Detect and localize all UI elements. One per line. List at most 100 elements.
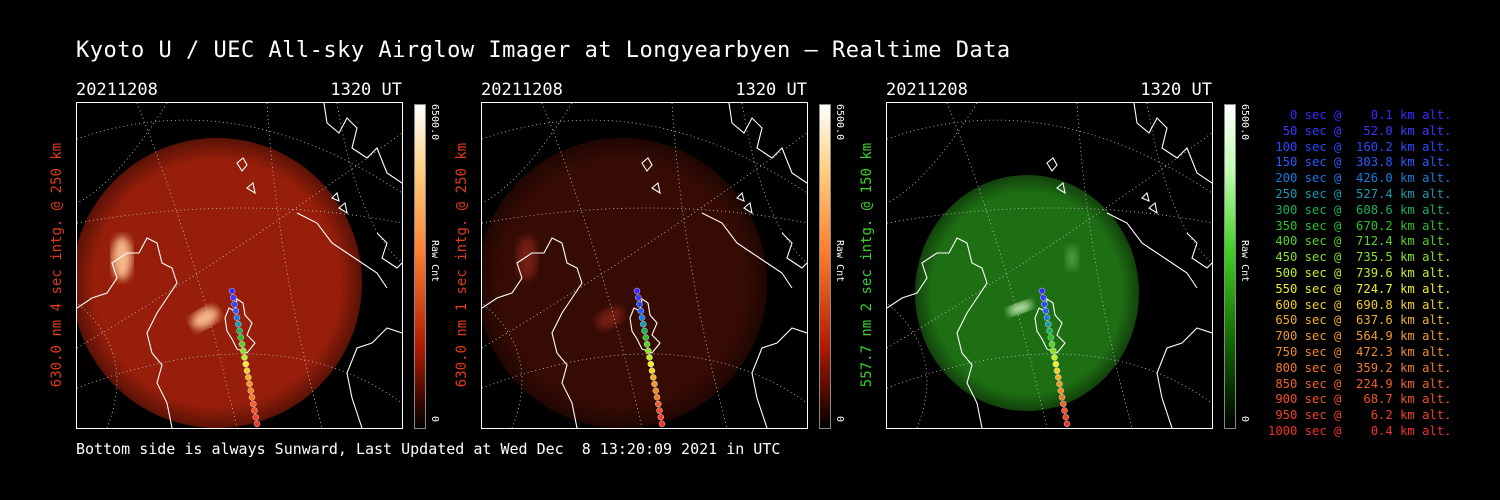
trajectory-point (650, 374, 657, 381)
lat-lon-grid (336, 103, 402, 264)
sky-field (77, 138, 362, 428)
trajectory-point (1038, 287, 1046, 295)
colorbar-min: 0 (834, 416, 845, 423)
trajectory-point (252, 414, 260, 421)
legend-entry: 250 sec @ 527.4 km alt. (1268, 186, 1452, 201)
lat-lon-grid (741, 103, 807, 264)
coastline (1046, 157, 1058, 172)
trajectory-point (240, 347, 247, 355)
sky-field (915, 175, 1139, 411)
coastline (1056, 181, 1066, 195)
panel-date: 20211208 (481, 80, 563, 100)
legend-entry: 700 sec @ 564.9 km alt. (1268, 329, 1452, 344)
trajectory-point (1048, 340, 1056, 348)
trajectory-point (253, 420, 261, 428)
trajectory-point (638, 314, 646, 321)
trajectory-point (645, 347, 652, 355)
aurora-blob (596, 307, 624, 329)
trajectory-point (647, 360, 655, 368)
allsky-image (76, 102, 403, 429)
aurora-blob (191, 307, 219, 329)
legend-entry: 350 sec @ 670.2 km alt. (1268, 218, 1452, 233)
lat-lon-grid (887, 103, 978, 204)
trajectory-point (1050, 347, 1057, 355)
trajectory-point (1046, 327, 1053, 335)
colorbar-max: 6500.0 (429, 104, 440, 141)
trajectory-point (242, 360, 250, 368)
legend-entry: 950 sec @ 6.2 km alt. (1268, 408, 1452, 423)
legend-entry: 550 sec @ 724.7 km alt. (1268, 281, 1452, 296)
legend-entry: 200 sec @ 426.0 km alt. (1268, 171, 1452, 186)
coastline (482, 237, 583, 428)
legend-entry: 100 sec @ 160.2 km alt. (1268, 139, 1452, 154)
colorbar (414, 104, 426, 429)
trajectory-point (247, 387, 255, 394)
panel-ylabel: 630.0 nm 1 sec intg. @ 250 km (454, 142, 470, 388)
coastline (236, 157, 248, 172)
trajectory-point (235, 320, 242, 328)
allsky-map (482, 103, 807, 428)
trajectory-point (1052, 360, 1060, 368)
colorbar-max: 6500.0 (1239, 104, 1250, 141)
coastline (1186, 232, 1212, 269)
panel-time: 1320 UT (735, 80, 807, 100)
trajectory-point (1053, 367, 1061, 374)
lat-lon-grid (77, 103, 168, 204)
trajectory-point (648, 367, 656, 374)
colorbar-unit: Raw Cnt (834, 240, 845, 283)
trajectory-point (1061, 407, 1068, 414)
trajectory-point (1047, 334, 1055, 341)
trajectory-point (228, 287, 236, 295)
colorbar-unit: Raw Cnt (429, 240, 440, 283)
legend-entry: 850 sec @ 224.9 km alt. (1268, 376, 1452, 391)
panel-date: 20211208 (76, 80, 158, 100)
trajectory-point (238, 340, 246, 348)
trajectory-point (230, 294, 237, 301)
legend-entry: 500 sec @ 739.6 km alt. (1268, 265, 1452, 280)
colorbar-max: 6500.0 (834, 104, 845, 141)
trajectory-point (231, 301, 238, 308)
panel-time: 1320 UT (1140, 80, 1212, 100)
trajectory-point (1041, 301, 1048, 308)
legend-entry: 400 sec @ 712.4 km alt. (1268, 234, 1452, 249)
aurora-blob (112, 236, 132, 280)
legend-entry: 450 sec @ 735.5 km alt. (1268, 250, 1452, 265)
trajectory-point (1056, 380, 1063, 388)
trajectory-point (652, 387, 660, 394)
legend-entry: 150 sec @ 303.8 km alt. (1268, 155, 1452, 170)
trajectory-legend: 0 sec @ 0.1 km alt. 50 sec @ 52.0 km alt… (1268, 108, 1452, 440)
coastline (376, 232, 402, 269)
lat-lon-grid (482, 132, 807, 349)
allsky-map (887, 103, 1212, 428)
allsky-image (886, 102, 1213, 429)
trajectory-point (1055, 374, 1062, 381)
trajectory-point (633, 287, 641, 295)
footer-note: Bottom side is always Sunward, Last Upda… (76, 440, 781, 458)
trajectory-point (1062, 414, 1070, 421)
legend-entry: 650 sec @ 637.6 km alt. (1268, 313, 1452, 328)
coastline (346, 327, 402, 428)
trajectory-point (640, 320, 647, 328)
trajectory-point (658, 420, 666, 428)
trajectory-point (651, 380, 658, 388)
trajectory-point (655, 400, 662, 408)
page-title: Kyoto U / UEC All-sky Airglow Imager at … (76, 38, 1011, 63)
trajectory-point (251, 407, 258, 414)
trajectory-point (237, 334, 245, 341)
aurora-blob (1007, 301, 1033, 315)
trajectory-point (642, 334, 650, 341)
coastline (1133, 103, 1212, 184)
coastline (338, 201, 348, 215)
trajectory-point (1051, 354, 1058, 361)
coastline (751, 327, 807, 428)
trajectory-point (635, 294, 642, 301)
coastline (641, 157, 653, 172)
legend-entry: 1000 sec @ 0.4 km alt. (1268, 423, 1452, 438)
sky-field (482, 138, 767, 428)
lat-lon-grid (887, 132, 1212, 349)
lat-lon-grid (482, 207, 807, 224)
trajectory-point (643, 340, 651, 348)
trajectory-point (656, 407, 663, 414)
colorbar (1224, 104, 1236, 429)
allsky-map (77, 103, 402, 428)
